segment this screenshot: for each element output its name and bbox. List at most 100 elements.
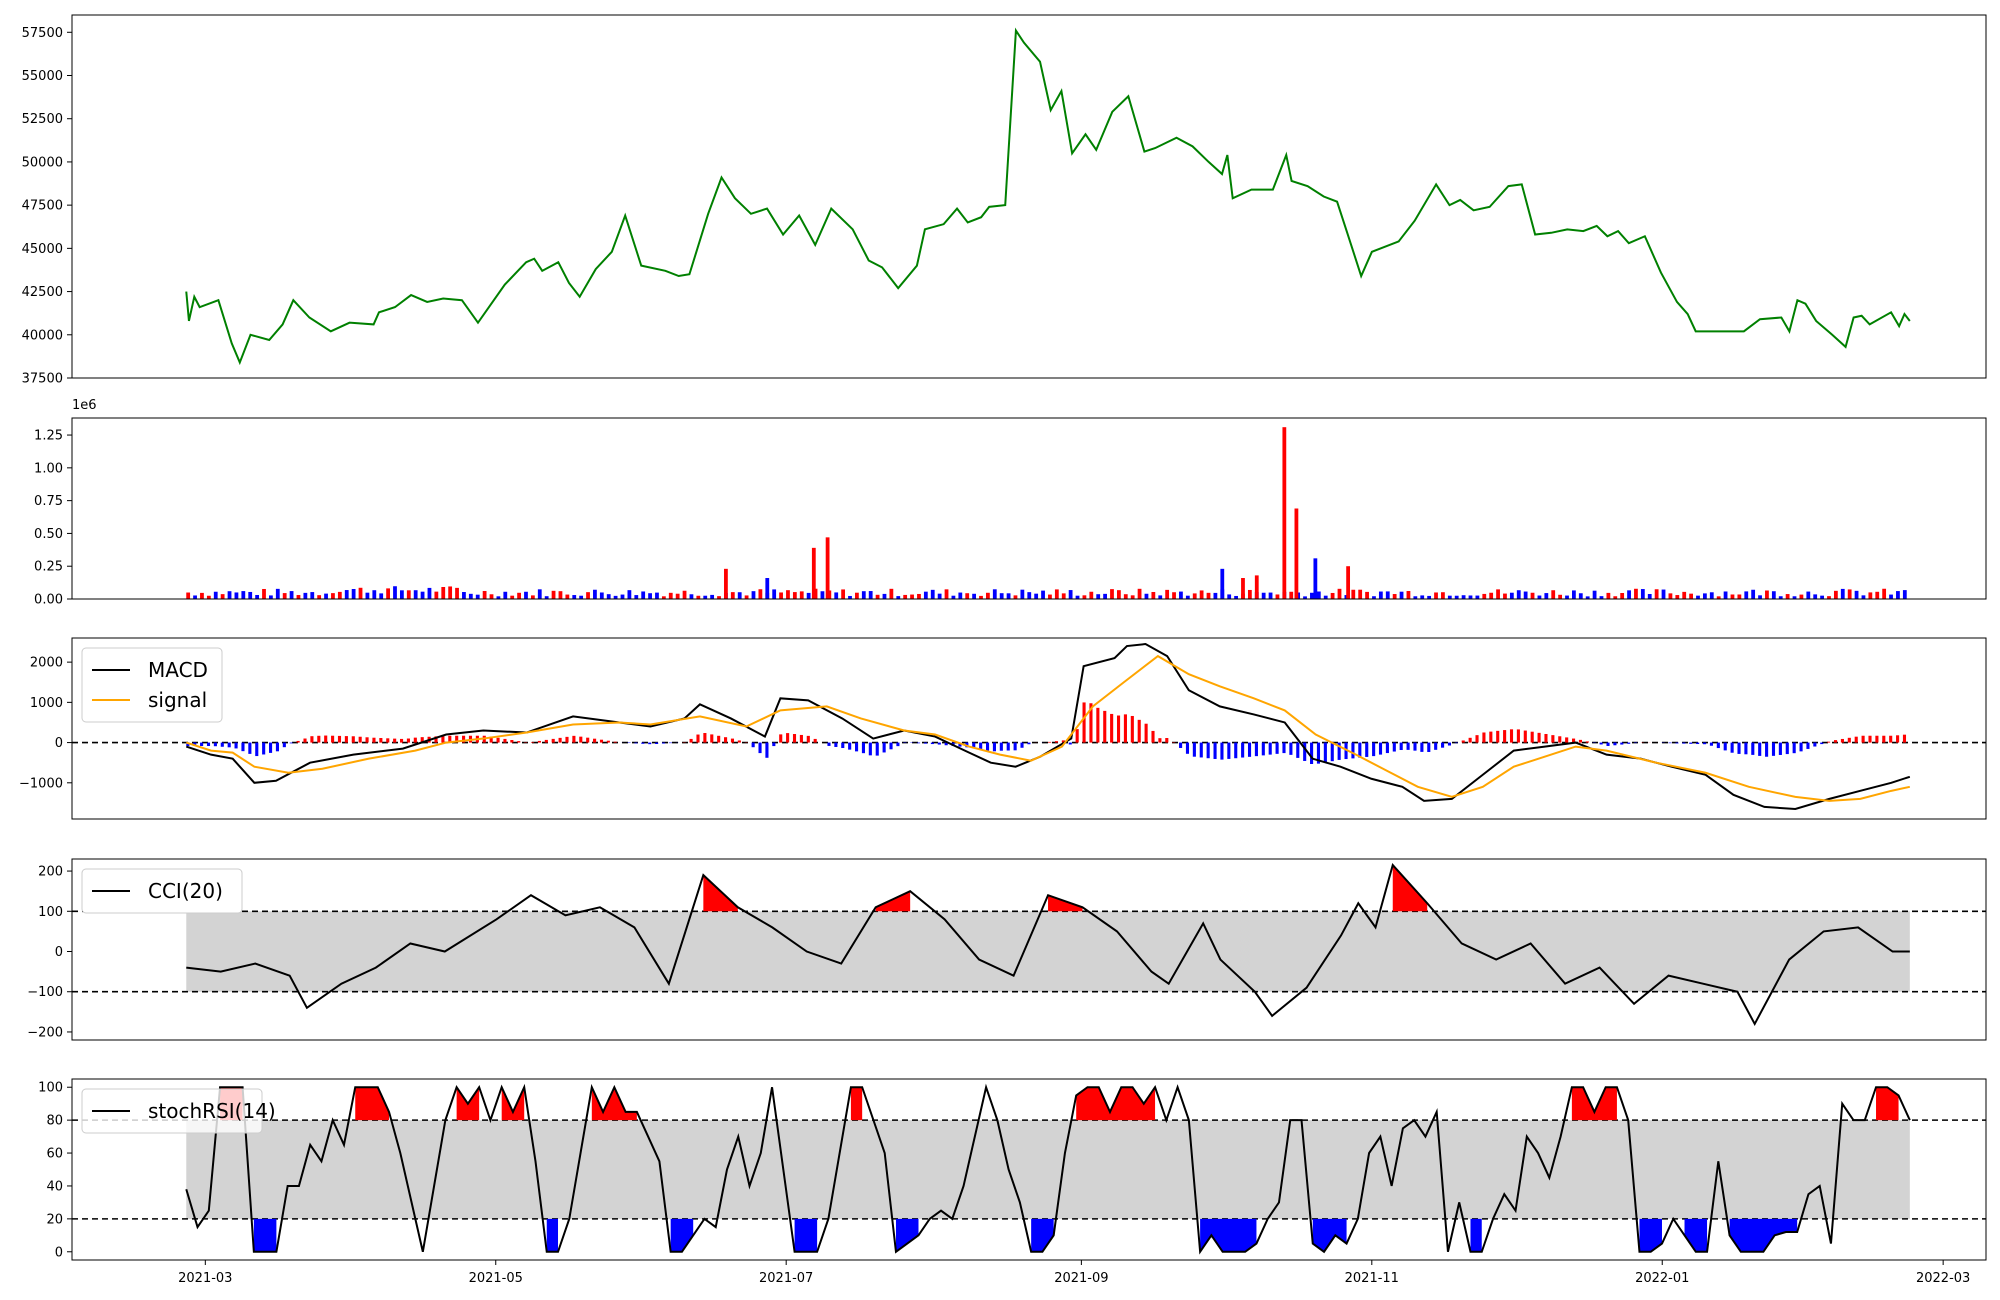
volume-bar — [1054, 589, 1059, 599]
volume-bar — [268, 595, 273, 599]
macd-histogram-bar — [765, 742, 769, 758]
macd-histogram-bar — [1578, 739, 1583, 743]
volume-bar — [351, 589, 356, 599]
volume-bar — [710, 594, 715, 599]
legend-box — [81, 868, 243, 914]
volume-bar — [634, 595, 639, 599]
volume-bar — [861, 591, 866, 599]
volume-bar — [841, 589, 846, 599]
macd-histogram-bar — [275, 742, 279, 752]
macd-histogram-bar — [448, 735, 452, 743]
volume-bar — [468, 593, 473, 599]
volume-spike-bar — [1254, 575, 1259, 599]
macd-histogram-bar — [303, 738, 307, 743]
stochrsi-oversold-fill — [1470, 1218, 1482, 1252]
stochrsi-oversold-fill — [253, 1218, 277, 1252]
volume-bar — [1247, 589, 1252, 599]
macd-histogram-bar — [606, 740, 610, 743]
macd-histogram-bar — [703, 733, 707, 743]
macd-histogram-bar — [337, 735, 342, 743]
volume-bar — [1027, 592, 1032, 599]
volume-bar — [331, 593, 335, 599]
volume-spike-bar — [811, 547, 816, 599]
macd-histogram-bar — [868, 742, 872, 756]
volume-bar — [1730, 594, 1735, 599]
volume-bar — [1144, 593, 1149, 599]
y-tick-label: 1.25 — [34, 429, 63, 444]
macd-histogram-bar — [1813, 742, 1817, 747]
macd-histogram-bar — [1192, 742, 1196, 757]
macd-histogram-bar — [1565, 737, 1569, 743]
volume-bar — [303, 592, 308, 599]
macd-histogram-bar — [875, 742, 879, 756]
volume-bar — [1110, 589, 1114, 599]
macd-histogram-bar — [331, 735, 335, 743]
stochrsi-oversold-fill — [1200, 1218, 1257, 1252]
macd-histogram-bar — [1061, 740, 1065, 743]
volume-bar — [420, 591, 425, 599]
macd-histogram-bar — [923, 742, 928, 744]
macd-histogram-bar — [1427, 742, 1431, 752]
macd-histogram-bar — [792, 734, 797, 743]
y-tick-label: 100 — [38, 1081, 63, 1096]
macd-histogram-bar — [379, 738, 383, 743]
volume-bar — [1737, 594, 1742, 599]
macd-histogram-bar — [1378, 742, 1383, 755]
macd-histogram-bar — [979, 742, 983, 750]
volume-bar — [1006, 593, 1011, 599]
macd-histogram-bar — [689, 738, 693, 743]
volume-bar — [241, 591, 246, 599]
volume-spike-bar — [1241, 578, 1245, 599]
y-tick-label: 0.25 — [34, 560, 63, 575]
macd-histogram-bar — [1441, 742, 1445, 748]
macd-histogram-bar — [696, 734, 700, 743]
macd-histogram-bar — [751, 742, 755, 748]
volume-bar — [1461, 595, 1466, 599]
macd-histogram-bar — [1751, 742, 1755, 755]
volume-bar — [1323, 595, 1328, 599]
volume-bar — [1578, 593, 1583, 599]
volume-bar — [1337, 588, 1342, 599]
volume-bar — [1530, 592, 1535, 599]
volume-bar — [1792, 596, 1797, 599]
volume-bar — [1020, 589, 1025, 599]
volume-bar — [1289, 591, 1294, 599]
volume-bar — [1048, 594, 1052, 599]
macd-histogram-bar — [1544, 733, 1548, 743]
volume-bar — [675, 593, 680, 599]
macd-histogram-bar — [889, 742, 893, 750]
volume-bar — [923, 591, 928, 599]
macd-histogram-bar — [1840, 738, 1844, 743]
macd-histogram-bar — [1696, 742, 1700, 745]
macd-histogram-bar — [1020, 742, 1024, 748]
macd-histogram-bar — [1227, 742, 1231, 759]
volume-bar — [703, 595, 708, 599]
y-tick-label: 42500 — [22, 285, 63, 300]
signal-line — [185, 654, 1911, 802]
y-tick-label: 37500 — [22, 372, 63, 387]
y-tick-label: 0.50 — [34, 527, 63, 542]
stochrsi-overbought-fill — [1876, 1087, 1899, 1121]
macd-histogram-bar — [1447, 742, 1452, 746]
stochrsi-oversold-fill — [895, 1218, 919, 1252]
volume-bar — [1116, 590, 1121, 599]
stochrsi-oversold-fill — [1639, 1218, 1662, 1252]
volume-bar — [586, 592, 590, 599]
cci-legend: CCI(20) — [81, 868, 243, 914]
volume-bar — [1316, 591, 1321, 599]
macd-histogram-bar — [1434, 742, 1438, 750]
panel-frame-stochrsi — [71, 1078, 1987, 1261]
macd-histogram-bar — [1110, 713, 1114, 743]
panel-frame-cci — [71, 858, 1987, 1041]
macd-histogram-bar — [462, 735, 466, 743]
macd-histogram-bar — [1137, 719, 1141, 743]
volume-bar — [1158, 595, 1163, 599]
volume-bar — [1061, 593, 1066, 599]
volume-bar — [1303, 596, 1307, 599]
macd-histogram-bar — [579, 736, 583, 743]
macd-histogram-bar — [282, 742, 286, 748]
volume-bar — [1613, 596, 1618, 599]
stochrsi-overbought-fill — [850, 1087, 863, 1121]
macd-histogram-bar — [985, 742, 990, 751]
